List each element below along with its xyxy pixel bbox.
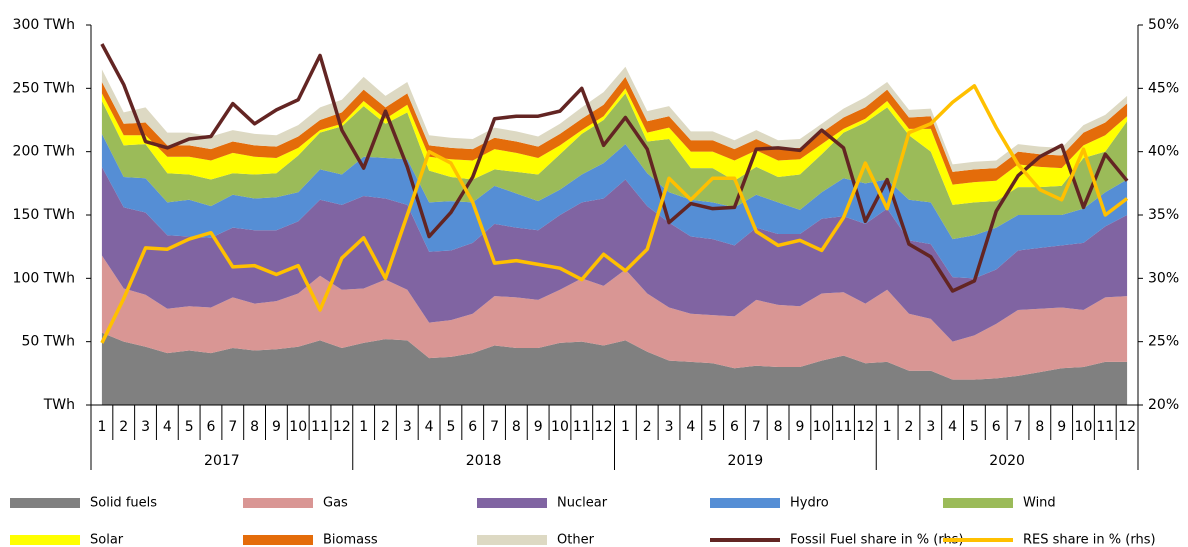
x-tick-label: 3 bbox=[403, 419, 412, 435]
x-group-label: 2017 bbox=[204, 453, 240, 469]
x-tick-label: 4 bbox=[163, 419, 172, 435]
legend-label: Wind bbox=[1023, 496, 1056, 511]
x-tick-label: 10 bbox=[551, 419, 569, 435]
area bbox=[101, 66, 1128, 172]
x-tick-label: 7 bbox=[490, 419, 499, 435]
y-tick-label: TWh bbox=[43, 397, 75, 413]
area bbox=[101, 332, 1128, 405]
x-tick-label: 11 bbox=[835, 419, 853, 435]
x-tick-label: 6 bbox=[730, 419, 739, 435]
x-group-label: 2018 bbox=[466, 453, 502, 469]
x-tick-label: 1 bbox=[359, 419, 368, 435]
x-tick-label: 9 bbox=[795, 419, 804, 435]
y2-tick-label: 40% bbox=[1148, 144, 1179, 160]
x-tick-label: 8 bbox=[1035, 419, 1044, 435]
x-tick-label: 7 bbox=[228, 419, 237, 435]
x-tick-label: 1 bbox=[883, 419, 892, 435]
x-tick-label: 9 bbox=[1057, 419, 1066, 435]
y-tick-label: 50 TWh bbox=[21, 334, 75, 350]
x-tick-label: 11 bbox=[311, 419, 329, 435]
x-tick-label: 8 bbox=[512, 419, 521, 435]
x-tick-label: 9 bbox=[534, 419, 543, 435]
y2-tick-label: 30% bbox=[1148, 270, 1179, 286]
x-tick-label: 1 bbox=[97, 419, 106, 435]
x-tick-label: 10 bbox=[1075, 419, 1093, 435]
legend-label: Solar bbox=[90, 533, 124, 547]
x-tick-label: 7 bbox=[1014, 419, 1023, 435]
line bbox=[100, 43, 1129, 293]
x-tick-label: 5 bbox=[446, 419, 455, 435]
x-tick-label: 6 bbox=[992, 419, 1001, 435]
y-tick-label: 250 TWh bbox=[13, 80, 75, 96]
y2-tick-label: 35% bbox=[1148, 207, 1179, 223]
x-tick-label: 5 bbox=[970, 419, 979, 435]
legend-swatch bbox=[943, 498, 1013, 508]
x-tick-label: 4 bbox=[948, 419, 957, 435]
x-tick-label: 5 bbox=[708, 419, 717, 435]
y2-tick-label: 20% bbox=[1148, 397, 1179, 413]
x-tick-label: 10 bbox=[289, 419, 307, 435]
x-tick-label: 2 bbox=[119, 419, 128, 435]
legend-swatch bbox=[10, 535, 80, 545]
legend-label: Solid fuels bbox=[90, 496, 157, 511]
x-tick-label: 2 bbox=[381, 419, 390, 435]
legend-label: Nuclear bbox=[557, 496, 608, 511]
area bbox=[101, 88, 1128, 205]
y2-tick-label: 25% bbox=[1148, 334, 1179, 350]
x-tick-label: 10 bbox=[813, 419, 831, 435]
x-group-label: 2019 bbox=[728, 453, 764, 469]
area bbox=[101, 255, 1128, 380]
legend-swatch bbox=[477, 498, 547, 508]
legend-swatch bbox=[477, 535, 547, 545]
x-tick-label: 12 bbox=[1118, 419, 1136, 435]
y-tick-label: 200 TWh bbox=[13, 144, 75, 160]
legend-label: RES share in % (rhs) bbox=[1023, 533, 1156, 547]
legend-label: Other bbox=[557, 533, 595, 547]
x-tick-label: 4 bbox=[425, 419, 434, 435]
x-tick-label: 11 bbox=[573, 419, 591, 435]
x-tick-label: 2 bbox=[643, 419, 652, 435]
x-tick-label: 9 bbox=[272, 419, 281, 435]
x-tick-label: 3 bbox=[665, 419, 674, 435]
x-tick-label: 8 bbox=[774, 419, 783, 435]
x-tick-label: 3 bbox=[926, 419, 935, 435]
legend-label: Biomass bbox=[323, 533, 378, 547]
area bbox=[101, 93, 1128, 240]
legend-swatch bbox=[243, 498, 313, 508]
y-tick-label: 150 TWh bbox=[13, 207, 75, 223]
legend-label: Fossil Fuel share in % (rhs) bbox=[790, 533, 964, 547]
x-tick-label: 2 bbox=[905, 419, 914, 435]
legend-label: Hydro bbox=[790, 496, 829, 511]
x-tick-label: 12 bbox=[856, 419, 874, 435]
area bbox=[101, 166, 1128, 342]
x-tick-label: 12 bbox=[333, 419, 351, 435]
x-tick-label: 8 bbox=[250, 419, 259, 435]
x-tick-label: 3 bbox=[141, 419, 150, 435]
legend-label: Gas bbox=[323, 496, 348, 511]
line bbox=[100, 84, 1129, 344]
y2-tick-label: 45% bbox=[1148, 80, 1179, 96]
x-tick-label: 6 bbox=[207, 419, 216, 435]
legend-swatch bbox=[710, 498, 780, 508]
x-tick-label: 6 bbox=[468, 419, 477, 435]
x-tick-label: 1 bbox=[621, 419, 630, 435]
x-tick-label: 7 bbox=[752, 419, 761, 435]
y-tick-label: 300 TWh bbox=[13, 17, 75, 33]
x-tick-label: 4 bbox=[686, 419, 695, 435]
y-tick-label: 100 TWh bbox=[13, 270, 75, 286]
y2-tick-label: 50% bbox=[1148, 17, 1179, 33]
legend-swatch bbox=[243, 535, 313, 545]
area bbox=[101, 133, 1128, 279]
area bbox=[101, 76, 1128, 185]
x-group-label: 2020 bbox=[989, 453, 1025, 469]
x-tick-label: 5 bbox=[185, 419, 194, 435]
legend-swatch bbox=[10, 498, 80, 508]
x-tick-label: 11 bbox=[1096, 419, 1114, 435]
x-tick-label: 12 bbox=[595, 419, 613, 435]
